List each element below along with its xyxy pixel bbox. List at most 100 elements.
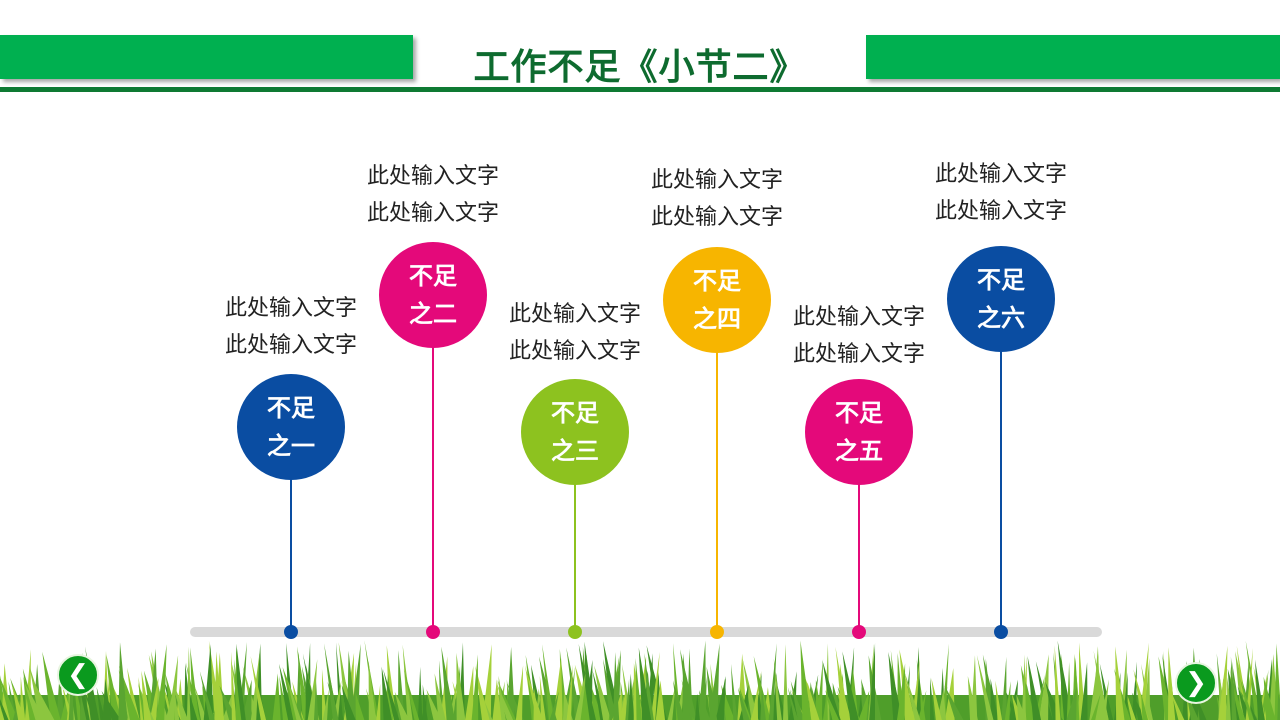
- grass-blade: [381, 666, 392, 720]
- grass-blade: [1141, 693, 1149, 720]
- item-stem: [1000, 349, 1002, 628]
- grass-blade: [465, 666, 474, 720]
- grass-blade: [625, 678, 630, 720]
- grass-blade: [106, 654, 121, 720]
- grass-blade: [250, 651, 260, 720]
- timeline-dot: [426, 625, 440, 639]
- grass-blade: [917, 690, 927, 720]
- grass-blade: [1133, 669, 1149, 720]
- grass-blade: [650, 651, 660, 720]
- item-description: 此处输入文字 此处输入文字: [475, 296, 675, 370]
- circle-label: 不足: [693, 267, 741, 295]
- grass-blade: [394, 691, 410, 720]
- grass-blade: [930, 677, 935, 720]
- grass-blade: [539, 675, 546, 720]
- grass-blade: [995, 680, 1003, 720]
- grass-blade: [0, 704, 4, 720]
- grass-blade: [842, 651, 859, 720]
- grass-blade: [173, 683, 189, 720]
- grass-blade: [738, 687, 750, 720]
- item-circle: 不足 之四: [663, 247, 771, 353]
- grass-blade: [118, 665, 140, 720]
- grass-blade: [753, 656, 771, 720]
- grass-blade: [628, 673, 635, 720]
- grass-blade: [773, 658, 782, 720]
- grass-blade: [368, 660, 377, 720]
- grass-blade: [8, 681, 18, 720]
- grass-blade: [1027, 655, 1042, 720]
- grass-blade: [673, 680, 685, 720]
- grass-blade: [296, 651, 302, 720]
- grass-blade: [990, 678, 999, 720]
- grass-blade: [694, 693, 700, 720]
- grass-blade: [750, 693, 759, 720]
- grass-blade: [822, 689, 828, 720]
- grass-blade: [790, 681, 805, 720]
- circle-label: 不足: [409, 262, 457, 290]
- timeline-dot: [284, 625, 298, 639]
- grass-blade: [80, 691, 87, 720]
- grass-blade: [434, 673, 446, 720]
- grass-blade: [498, 675, 506, 720]
- circle-label: 之三: [551, 437, 599, 465]
- grass-blade: [800, 640, 812, 720]
- item-text-line: 此处输入文字: [650, 205, 783, 230]
- grass-blade: [118, 642, 128, 720]
- grass-blade: [768, 643, 777, 720]
- grass-blade: [638, 647, 652, 720]
- grass-blade: [760, 687, 766, 720]
- grass-blade: [715, 676, 726, 720]
- item-description: 此处输入文字 此处输入文字: [901, 156, 1101, 230]
- circle-label: 之六: [977, 304, 1025, 332]
- item-text-line: 此处输入文字: [650, 168, 783, 193]
- grass-blade: [742, 658, 759, 720]
- grass-blade: [322, 689, 329, 720]
- header-divider: [0, 87, 1280, 92]
- grass-blade: [141, 670, 152, 720]
- grass-blade: [603, 658, 617, 720]
- grass-blade: [199, 671, 215, 720]
- item-text-line: 此处输入文字: [366, 164, 499, 189]
- grass-blade: [655, 680, 666, 720]
- grass-blade: [1066, 661, 1071, 720]
- grass-blade: [172, 686, 180, 720]
- item-stem: [858, 482, 860, 628]
- item-text-line: 此处输入文字: [792, 342, 925, 367]
- chevron-left-icon: ❮: [67, 660, 89, 690]
- next-button[interactable]: ❯: [1175, 662, 1217, 704]
- grass-blade: [869, 642, 876, 720]
- grass-blade: [1230, 656, 1237, 720]
- grass-blade: [376, 683, 381, 720]
- grass-blade: [709, 688, 718, 720]
- grass-blade: [190, 647, 200, 720]
- grass-blade: [825, 690, 840, 720]
- grass-blade: [272, 673, 281, 720]
- item-description: 此处输入文字 此处输入文字: [333, 158, 533, 232]
- header-bar-left: [0, 35, 413, 79]
- grass-blade: [1001, 656, 1007, 720]
- item-stem: [574, 482, 576, 628]
- item-stem: [432, 345, 434, 628]
- grass-blade: [355, 692, 365, 720]
- grass-blade: [931, 678, 942, 720]
- grass-blade: [497, 680, 517, 720]
- prev-button[interactable]: ❮: [57, 654, 99, 696]
- grass-blade: [383, 669, 400, 720]
- grass-blade: [837, 667, 852, 720]
- grass-blade: [687, 648, 693, 720]
- grass-blade: [475, 665, 490, 720]
- grass-blade: [566, 647, 583, 720]
- grass-blade: [682, 653, 691, 720]
- grass-blade: [858, 690, 870, 720]
- circle-label: 不足: [835, 399, 883, 427]
- grass-blade: [441, 646, 456, 720]
- grass-blade: [698, 690, 711, 720]
- circle-label: 不足: [267, 394, 315, 422]
- grass-blade: [325, 655, 339, 720]
- grass-blade: [904, 670, 921, 720]
- grass-blade: [580, 684, 590, 720]
- grass-blade: [1100, 679, 1109, 720]
- item-description: 此处输入文字 此处输入文字: [617, 162, 817, 236]
- grass-blade: [1144, 658, 1151, 720]
- grass-blade: [888, 651, 903, 720]
